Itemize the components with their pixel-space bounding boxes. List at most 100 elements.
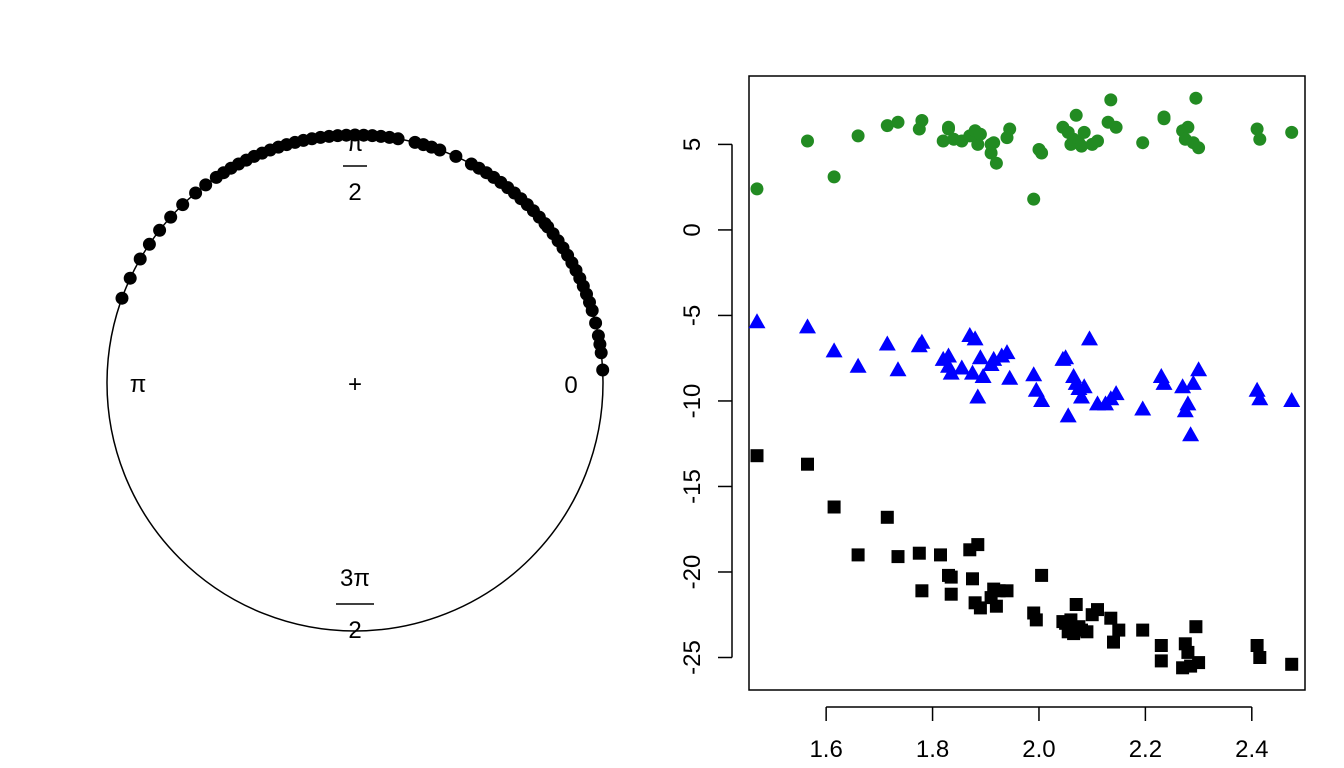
center-marker: + (348, 371, 362, 398)
data-point-triangle (969, 388, 987, 404)
data-point-circle (801, 134, 814, 148)
data-point-triangle (1251, 390, 1269, 406)
data-point-triangle (998, 344, 1016, 360)
data-point-triangle (974, 368, 992, 383)
data-point-circle (1104, 93, 1118, 107)
y-tick-label: -15 (679, 469, 706, 504)
data-point-triangle (1075, 378, 1093, 394)
circular-point (189, 186, 203, 200)
y-tick-label: -25 (679, 640, 706, 675)
circular-point (209, 170, 223, 184)
data-point-circle (827, 170, 841, 184)
plot-frame (748, 75, 1306, 691)
data-point-square (966, 572, 979, 586)
circular-point (596, 363, 610, 377)
data-point-triangle (748, 313, 766, 329)
data-point-triangle (1073, 388, 1090, 404)
data-point-circle (973, 127, 987, 141)
circular-points (115, 128, 610, 377)
data-point-circle (1075, 139, 1088, 153)
data-point-circle (936, 134, 950, 148)
circular-point (464, 157, 478, 171)
angle-label-zero: 0 (564, 372, 577, 399)
data-point-square (915, 584, 929, 598)
y-tick-label: -5 (679, 305, 706, 326)
data-point-circle (1003, 122, 1017, 136)
data-point-triangle (1190, 361, 1208, 377)
x-tick-label: 2.2 (1129, 736, 1162, 763)
data-point-circle (987, 136, 1001, 150)
data-point-square (1250, 639, 1264, 652)
data-point-square (1192, 656, 1206, 670)
data-point-triangle (942, 364, 960, 380)
circular-point (176, 198, 190, 212)
data-point-circle (1157, 112, 1171, 126)
data-point-square (851, 548, 865, 562)
data-point-square (1285, 657, 1299, 671)
data-point-triangle (913, 333, 931, 349)
scatter-axes: 1.6 1.8 2.0 2.2 2.4 5 0 -5 -10 -15 -20 -25 (679, 138, 1269, 763)
y-tick-label: -10 (679, 384, 706, 419)
circular-point (133, 252, 147, 266)
data-point-circle (1181, 120, 1195, 134)
data-point-square (1154, 654, 1168, 668)
data-point-circle (1253, 132, 1267, 146)
circular-point (115, 291, 129, 305)
data-point-square (973, 601, 987, 615)
data-point-square (880, 510, 894, 524)
data-point-square (971, 538, 985, 552)
x-tick-label: 1.8 (916, 736, 949, 763)
data-point-circle (942, 120, 955, 134)
data-point-triangle (849, 357, 867, 373)
scatter-plot: 1.6 1.8 2.0 2.2 2.4 5 0 -5 -10 -15 -20 -25 (679, 75, 1306, 763)
data-point-triangle (1134, 400, 1152, 416)
data-point-square (989, 599, 1003, 613)
data-point-triangle (825, 342, 843, 358)
data-point-square (1253, 651, 1267, 664)
data-point-triangle (1182, 426, 1200, 442)
data-point-square (1107, 635, 1120, 649)
circular-point (591, 329, 605, 343)
circular-plot: + 0 π π 2 3π 2 (106, 128, 610, 644)
circular-point (449, 149, 463, 163)
circular-point (199, 178, 213, 192)
data-point-circle (1109, 120, 1123, 134)
data-point-square (827, 500, 841, 514)
circular-point (164, 210, 178, 224)
data-point-circle (880, 119, 894, 133)
data-point-circle (1091, 134, 1104, 148)
data-point-circle (1192, 141, 1206, 155)
data-point-triangle (1027, 381, 1045, 397)
data-point-circle (1285, 125, 1299, 139)
circular-point (153, 223, 167, 237)
data-point-circle (1069, 108, 1083, 122)
data-point-circle (1189, 91, 1203, 105)
data-point-square (1136, 623, 1150, 637)
data-point-square (912, 546, 926, 560)
data-point-square (1104, 611, 1118, 625)
data-point-triangle (1184, 374, 1202, 390)
data-point-square (1035, 568, 1049, 582)
data-point-square (891, 550, 905, 564)
angle-label-pi: π (130, 371, 147, 398)
data-point-square (1154, 639, 1168, 652)
data-point-triangle (964, 364, 981, 380)
data-point-circle (891, 115, 905, 129)
data-point-triangle (966, 330, 984, 346)
data-point-circle (851, 129, 865, 143)
y-tick-label: 5 (679, 138, 706, 151)
three-pi-half-denominator: 2 (348, 617, 361, 644)
data-point-circle (750, 182, 764, 196)
data-point-square (1069, 598, 1083, 611)
data-point-square (1112, 623, 1126, 637)
data-point-triangle (799, 318, 816, 334)
data-point-triangle (1081, 330, 1098, 346)
data-point-triangle (878, 335, 896, 351)
data-point-circle (1035, 146, 1049, 160)
circular-point (123, 271, 137, 285)
x-tick-label: 1.6 (809, 736, 842, 763)
data-point-triangle (1107, 385, 1125, 401)
circular-point (142, 237, 156, 251)
angle-label-pi-half: π 2 (343, 130, 367, 206)
